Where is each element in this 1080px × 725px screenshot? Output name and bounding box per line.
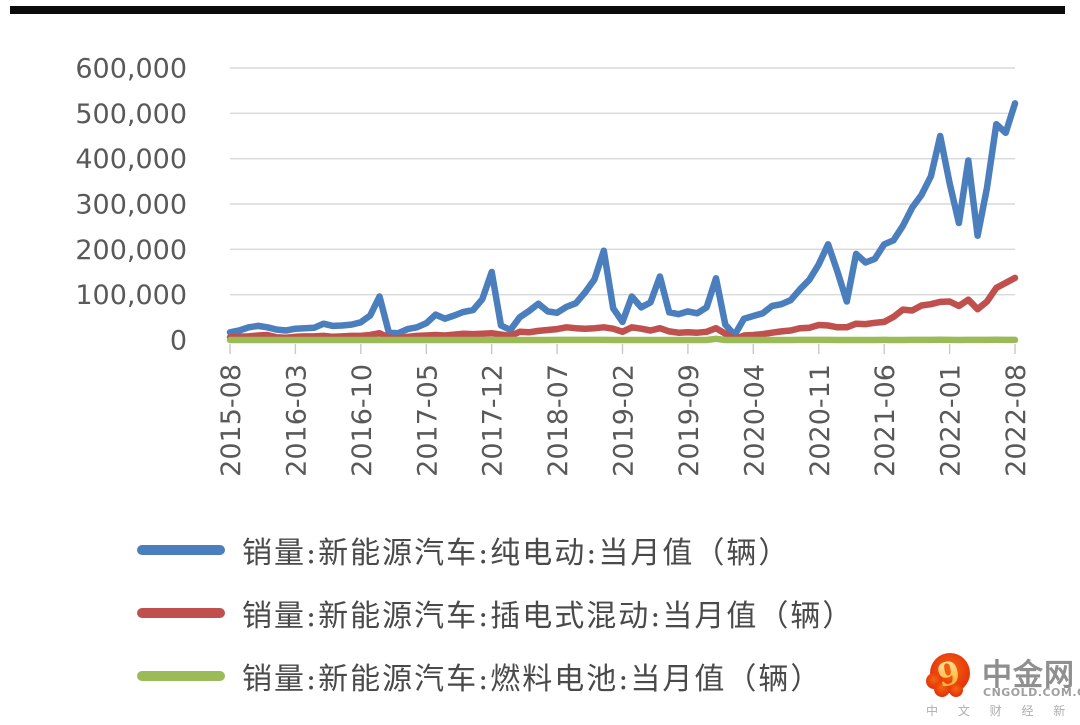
cngold-watermark: 9 中金网 CNGOLD.COM.CN 中 文 财 经 新 媒 体 bbox=[925, 650, 1080, 720]
gridlines bbox=[230, 67, 1015, 341]
y-tick-label: 200,000 bbox=[75, 235, 187, 266]
x-tick-label: 2022-08 bbox=[1001, 364, 1032, 477]
y-tick-label: 0 bbox=[170, 326, 187, 357]
series-line bbox=[226, 274, 1019, 343]
top-divider-bar bbox=[10, 6, 1065, 14]
legend-swatch-blue bbox=[137, 544, 225, 555]
x-tick-label: 2019-09 bbox=[674, 364, 705, 477]
cngold-logo-tagline: 中 文 财 经 新 媒 体 bbox=[926, 704, 1080, 718]
x-tick-label: 2015-08 bbox=[216, 364, 247, 477]
legend-item-bev: 销量:新能源汽车:纯电动:当月值（辆） bbox=[137, 533, 854, 571]
x-axis-ticks bbox=[229, 344, 1016, 354]
series-line bbox=[226, 335, 1019, 344]
legend-swatch-green bbox=[137, 670, 225, 681]
x-tick-label: 2017-05 bbox=[412, 364, 443, 477]
cngold-logo-icon: 9 bbox=[926, 653, 970, 697]
x-axis-labels: 2015-08 2016-03 2016-10 2017-05 2017-12 2018-… bbox=[216, 364, 1032, 477]
x-tick-label: 2018-07 bbox=[543, 364, 574, 477]
x-tick-label: 2017-12 bbox=[478, 364, 509, 477]
y-tick-label: 500,000 bbox=[75, 99, 187, 130]
legend-label-phev: 销量:新能源汽车:插电式混动:当月值（辆） bbox=[242, 598, 855, 634]
series-line bbox=[226, 100, 1019, 339]
sales-chart: 600,000 500,000 400,000 300,000 200,000 100,0… bbox=[75, 54, 1032, 477]
x-tick-label: 2016-10 bbox=[347, 364, 378, 477]
x-tick-label: 2016-03 bbox=[281, 364, 312, 477]
y-tick-label: 100,000 bbox=[75, 280, 187, 311]
legend-swatch-red bbox=[137, 607, 225, 618]
x-tick-label: 2020-11 bbox=[805, 364, 836, 477]
y-tick-label: 300,000 bbox=[75, 190, 187, 221]
x-tick-label: 2019-02 bbox=[609, 364, 640, 477]
cngold-logo-title: 中金网 bbox=[982, 658, 1075, 693]
x-tick-label: 2020-04 bbox=[739, 364, 770, 477]
chart-legend: 销量:新能源汽车:纯电动:当月值（辆） 销量:新能源汽车:插电式混动:当月值（辆… bbox=[137, 533, 854, 722]
x-tick-label: 2021-06 bbox=[870, 364, 901, 477]
y-axis-labels: 600,000 500,000 400,000 300,000 200,000 100,0… bbox=[75, 54, 187, 357]
legend-item-fcev: 销量:新能源汽车:燃料电池:当月值（辆） bbox=[137, 659, 854, 697]
y-tick-label: 400,000 bbox=[75, 144, 187, 175]
cngold-logo-url: CNGOLD.COM.CN bbox=[983, 686, 1080, 699]
x-tick-label: 2022-01 bbox=[936, 364, 967, 477]
legend-label-fcev: 销量:新能源汽车:燃料电池:当月值（辆） bbox=[242, 661, 823, 697]
y-tick-label: 600,000 bbox=[75, 54, 187, 85]
legend-item-phev: 销量:新能源汽车:插电式混动:当月值（辆） bbox=[137, 596, 854, 634]
series-lines bbox=[226, 100, 1019, 344]
legend-label-bev: 销量:新能源汽车:纯电动:当月值（辆） bbox=[242, 535, 791, 571]
